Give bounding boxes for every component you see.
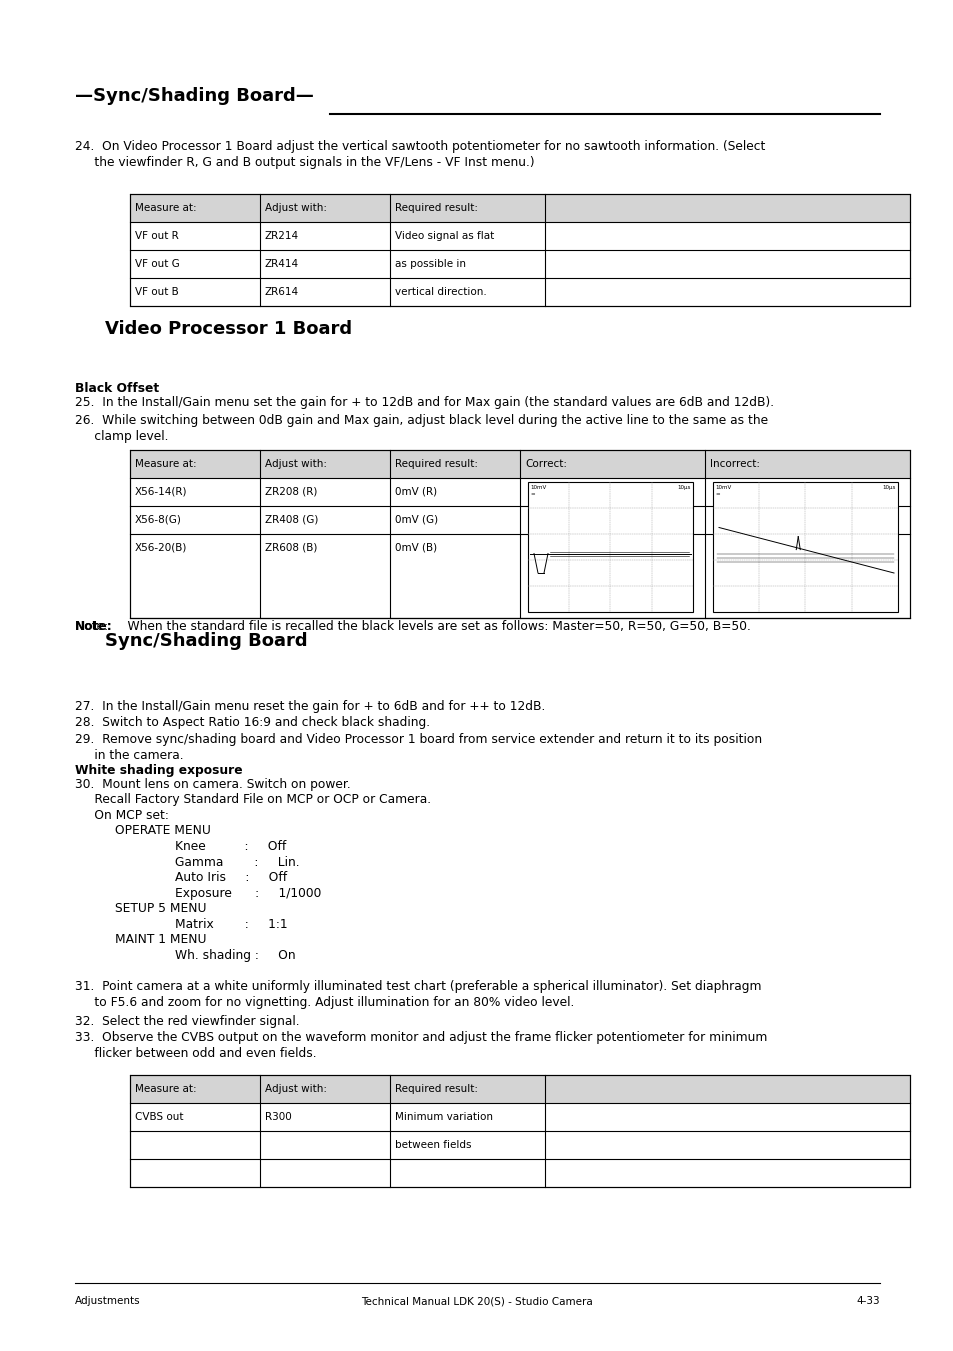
Text: Sync/Shading Board: Sync/Shading Board <box>105 632 307 650</box>
Text: Note:: Note: <box>75 620 112 634</box>
Text: Technical Manual LDK 20(S) - Studio Camera: Technical Manual LDK 20(S) - Studio Came… <box>361 1296 592 1306</box>
Text: 0mV (R): 0mV (R) <box>395 486 436 497</box>
Text: 10mV: 10mV <box>714 485 731 490</box>
Text: SETUP 5 MENU: SETUP 5 MENU <box>115 902 206 915</box>
Text: X56-14(R): X56-14(R) <box>135 486 188 497</box>
Bar <box>130 478 909 617</box>
Text: clamp level.: clamp level. <box>75 430 169 443</box>
Bar <box>130 450 909 617</box>
Text: to F5.6 and zoom for no vignetting. Adjust illumination for an 80% video level.: to F5.6 and zoom for no vignetting. Adju… <box>75 996 574 1009</box>
Text: Adjust with:: Adjust with: <box>265 203 327 213</box>
Text: Required result:: Required result: <box>395 1084 477 1094</box>
Text: Black Offset: Black Offset <box>75 382 159 394</box>
Text: Auto Iris     :     Off: Auto Iris : Off <box>174 871 287 884</box>
Text: 29.  Remove sync/shading board and Video Processor 1 board from service extender: 29. Remove sync/shading board and Video … <box>75 734 761 746</box>
Text: R300: R300 <box>265 1112 292 1121</box>
Text: OPERATE MENU: OPERATE MENU <box>115 824 211 838</box>
Text: 25.  In the Install/Gain menu set the gain for + to 12dB and for Max gain (the s: 25. In the Install/Gain menu set the gai… <box>75 396 773 409</box>
Text: Recall Factory Standard File on MCP or OCP or Camera.: Recall Factory Standard File on MCP or O… <box>75 793 431 807</box>
Text: CVBS out: CVBS out <box>135 1112 183 1121</box>
Text: in the camera.: in the camera. <box>75 748 183 762</box>
Bar <box>712 482 897 612</box>
Bar <box>130 450 909 478</box>
Text: White shading exposure: White shading exposure <box>75 765 242 777</box>
Text: —Sync/Shading Board—: —Sync/Shading Board— <box>75 86 314 105</box>
Text: 4-33: 4-33 <box>856 1296 879 1306</box>
Text: as possible in: as possible in <box>395 259 465 269</box>
Text: Matrix        :     1:1: Matrix : 1:1 <box>174 917 287 931</box>
Text: VF out R: VF out R <box>135 231 178 240</box>
Text: VF out G: VF out G <box>135 259 179 269</box>
Text: =: = <box>530 492 534 497</box>
Text: Adjust with:: Adjust with: <box>265 1084 327 1094</box>
Text: Adjust with:: Adjust with: <box>265 459 327 469</box>
Text: Required result:: Required result: <box>395 459 477 469</box>
Text: Exposure      :     1/1000: Exposure : 1/1000 <box>174 886 321 900</box>
Text: 27.  In the Install/Gain menu reset the gain for + to 6dB and for ++ to 12dB.: 27. In the Install/Gain menu reset the g… <box>75 700 545 713</box>
Text: ZR614: ZR614 <box>265 286 299 297</box>
Bar <box>130 195 909 222</box>
Text: between fields: between fields <box>395 1140 471 1150</box>
Text: 28.  Switch to Aspect Ratio 16:9 and check black shading.: 28. Switch to Aspect Ratio 16:9 and chec… <box>75 716 430 730</box>
Text: VF out B: VF out B <box>135 286 178 297</box>
Text: ZR414: ZR414 <box>265 259 299 269</box>
Text: Measure at:: Measure at: <box>135 203 196 213</box>
Text: 31.  Point camera at a white uniformly illuminated test chart (preferable a sphe: 31. Point camera at a white uniformly il… <box>75 979 760 993</box>
Text: vertical direction.: vertical direction. <box>395 286 486 297</box>
Text: ZR408 (G): ZR408 (G) <box>265 515 318 526</box>
Text: Incorrect:: Incorrect: <box>709 459 760 469</box>
Text: Video Processor 1 Board: Video Processor 1 Board <box>105 320 352 338</box>
Text: 10mV: 10mV <box>530 485 546 490</box>
Text: MAINT 1 MENU: MAINT 1 MENU <box>115 934 206 946</box>
Text: 30.  Mount lens on camera. Switch on power.: 30. Mount lens on camera. Switch on powe… <box>75 778 351 790</box>
Text: Minimum variation: Minimum variation <box>395 1112 493 1121</box>
Text: Note:     When the standard file is recalled the black levels are set as follows: Note: When the standard file is recalled… <box>75 620 750 634</box>
Text: Measure at:: Measure at: <box>135 459 196 469</box>
Text: 0mV (B): 0mV (B) <box>395 543 436 553</box>
Text: ZR208 (R): ZR208 (R) <box>265 486 317 497</box>
Text: Measure at:: Measure at: <box>135 1084 196 1094</box>
Text: 10μs: 10μs <box>882 485 895 490</box>
Text: 32.  Select the red viewfinder signal.: 32. Select the red viewfinder signal. <box>75 1015 299 1028</box>
Bar <box>130 195 909 305</box>
Text: Wh. shading :     On: Wh. shading : On <box>174 948 295 962</box>
Text: 0mV (G): 0mV (G) <box>395 515 437 526</box>
Bar <box>527 482 692 612</box>
Text: ZR214: ZR214 <box>265 231 299 240</box>
Bar <box>130 1075 909 1102</box>
Text: X56-8(G): X56-8(G) <box>135 515 182 526</box>
Text: 26.  While switching between 0dB gain and Max gain, adjust black level during th: 26. While switching between 0dB gain and… <box>75 413 767 427</box>
Text: ZR608 (B): ZR608 (B) <box>265 543 317 553</box>
Bar <box>130 1075 909 1188</box>
Text: 10μs: 10μs <box>677 485 690 490</box>
Text: 33.  Observe the CVBS output on the waveform monitor and adjust the frame flicke: 33. Observe the CVBS output on the wavef… <box>75 1031 766 1044</box>
Text: On MCP set:: On MCP set: <box>75 809 169 821</box>
Text: Gamma        :     Lin.: Gamma : Lin. <box>174 855 299 869</box>
Text: =: = <box>714 492 719 497</box>
Text: Required result:: Required result: <box>395 203 477 213</box>
Text: Correct:: Correct: <box>524 459 566 469</box>
Text: 24.  On Video Processor 1 Board adjust the vertical sawtooth potentiometer for n: 24. On Video Processor 1 Board adjust th… <box>75 141 764 153</box>
Text: the viewfinder R, G and B output signals in the VF/Lens - VF Inst menu.): the viewfinder R, G and B output signals… <box>75 155 534 169</box>
Text: Adjustments: Adjustments <box>75 1296 140 1306</box>
Text: flicker between odd and even fields.: flicker between odd and even fields. <box>75 1047 316 1061</box>
Text: Knee          :     Off: Knee : Off <box>174 840 286 852</box>
Text: Video signal as flat: Video signal as flat <box>395 231 494 240</box>
Bar <box>130 1102 909 1188</box>
Text: X56-20(B): X56-20(B) <box>135 543 187 553</box>
Bar <box>130 222 909 305</box>
